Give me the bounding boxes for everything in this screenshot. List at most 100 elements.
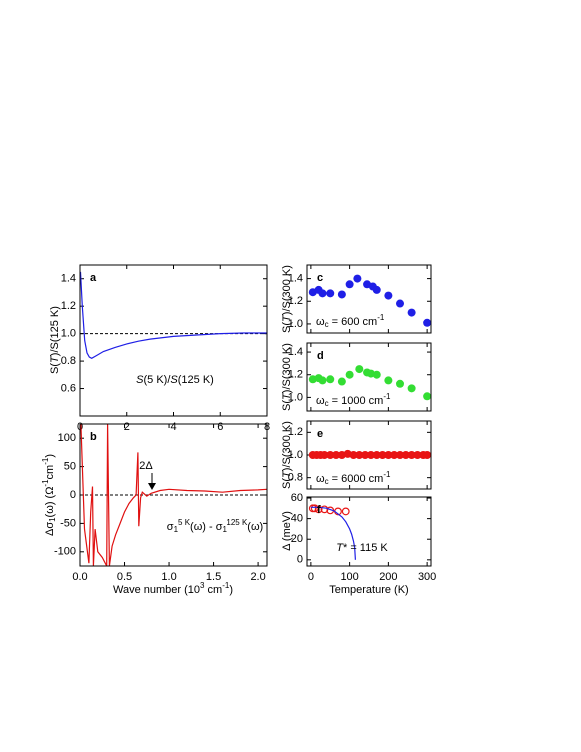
- y-axis-label-part: )/S(300 K): [281, 265, 293, 315]
- y-axis-label-part: S(: [49, 363, 61, 374]
- data-point: [353, 274, 362, 283]
- annotation-part: = 1000 cm: [329, 395, 384, 407]
- y-axis-label: S(T)/S(300 K): [281, 343, 293, 411]
- x-tick-label: 0: [308, 571, 314, 583]
- data-point: [355, 365, 364, 374]
- x-axis-label-part: ): [229, 584, 233, 596]
- x-axis-label: Wave number (103 cm-1): [113, 581, 233, 596]
- plot-frame: [306, 342, 432, 412]
- data-point: [326, 289, 335, 298]
- data-point: [407, 384, 416, 393]
- data-point: [355, 451, 364, 459]
- x-axis-label-part: 3: [200, 581, 205, 590]
- annotation-part: -1: [383, 392, 391, 401]
- x-axis-label: Temperature (K): [329, 584, 408, 596]
- data-point: [396, 451, 404, 459]
- y-tick-label: -100: [54, 546, 76, 558]
- annotation-part: 5 K: [178, 518, 191, 527]
- annotation-part: σ: [167, 521, 174, 533]
- plot-frame: [79, 423, 268, 567]
- x-axis-label-part: cm: [204, 584, 222, 596]
- annotation: S(5 K)/S(125 K): [136, 374, 214, 386]
- data-point: [372, 285, 381, 294]
- x-tick-label: 6: [217, 421, 223, 433]
- y-tick-label: 1.4: [61, 273, 76, 285]
- data-point: [318, 376, 327, 385]
- plot-frame: [79, 264, 268, 417]
- x-axis-label-part: -1: [222, 581, 230, 590]
- y-tick-label: 0.6: [61, 382, 76, 394]
- data-point: [378, 451, 387, 459]
- y-axis-label-part: T: [281, 314, 293, 322]
- y-tick-label: 1.2: [288, 295, 303, 307]
- data-point: [384, 376, 393, 385]
- y-tick-label: 50: [64, 461, 76, 473]
- data-point: [318, 289, 327, 298]
- annotation-part: = 6000 cm: [329, 473, 384, 485]
- annotation-part: (ω): [247, 521, 263, 533]
- y-axis-label-part: )/S(300 K): [281, 421, 293, 471]
- data-point: [349, 451, 358, 459]
- x-tick-label: 300: [418, 571, 436, 583]
- y-tick-label: 20: [291, 533, 303, 545]
- x-tick-label: 4: [170, 421, 176, 433]
- y-tick-label: 100: [58, 432, 76, 444]
- y-axis-label-part: S(: [281, 478, 293, 489]
- y-axis-label: S(T)/S(300 K): [281, 265, 293, 333]
- data-point: [326, 375, 335, 384]
- annotation-part: ω: [316, 473, 325, 485]
- x-tick-label: 2.0: [250, 571, 265, 583]
- y-tick-label: 0.8: [288, 472, 303, 484]
- y-axis-label: S(T)/S(125 K): [49, 306, 61, 374]
- annotation: σ15 K(ω) - σ1125 K(ω): [167, 518, 263, 534]
- data-point: [341, 507, 350, 516]
- data-point: [337, 377, 346, 386]
- y-tick-label: -50: [60, 517, 76, 529]
- y-axis-label-part: S(: [281, 400, 293, 411]
- y-tick-label: 40: [291, 513, 303, 525]
- data-point: [396, 299, 404, 308]
- y-axis-label-part: S(: [281, 322, 293, 333]
- x-tick-label: 1.0: [161, 571, 176, 583]
- y-axis-label-part: )/S(125 K): [49, 306, 61, 356]
- y-axis-label-part: cm: [44, 465, 56, 480]
- data-point: [372, 370, 381, 379]
- data-point: [396, 379, 404, 388]
- plot-frame: [306, 264, 432, 334]
- annotation-part: c: [325, 399, 329, 408]
- annotation: T* = 115 K: [336, 542, 388, 554]
- annotation: ωc = 600 cm-1: [316, 313, 385, 329]
- y-tick-label: 1.2: [288, 426, 303, 438]
- annotation-part: -1: [383, 470, 391, 479]
- y-tick-label: 0: [297, 554, 303, 566]
- annotation-part: ω: [316, 395, 325, 407]
- y-tick-label: 1.4: [288, 273, 303, 285]
- x-tick-label: 1.5: [206, 571, 221, 583]
- data-point: [401, 451, 410, 459]
- y-axis-label-part: Δσ: [44, 522, 56, 536]
- data-point: [423, 318, 432, 327]
- annotation-part: ω: [316, 316, 325, 328]
- annotation-part: 125 K: [226, 518, 248, 527]
- data-line: [310, 506, 356, 560]
- x-tick-label: 100: [340, 571, 358, 583]
- y-axis-label: Δσ1(ω) (Ω-1cm-1): [41, 454, 57, 536]
- annotation-part: c: [325, 477, 329, 486]
- x-tick-label: 200: [379, 571, 397, 583]
- annotation-part: (5 K)/: [144, 374, 172, 386]
- plot-frame: [306, 420, 432, 490]
- y-tick-label: 1.0: [61, 328, 76, 340]
- arrow-head: [148, 483, 156, 490]
- panel-label: f: [317, 504, 321, 516]
- panel-label: b: [90, 431, 97, 443]
- plot-frame: [306, 496, 432, 567]
- panel-label: d: [317, 350, 324, 362]
- annotation-part: c: [325, 320, 329, 329]
- y-axis-label-part: -1: [41, 457, 50, 465]
- y-axis-label-part: T: [281, 470, 293, 478]
- y-tick-label: 1.0: [288, 391, 303, 403]
- panel-label: c: [317, 272, 323, 284]
- y-axis-label-part: -1: [41, 479, 50, 487]
- y-axis-label-part: Δ (meV): [281, 511, 293, 551]
- data-point: [390, 451, 399, 459]
